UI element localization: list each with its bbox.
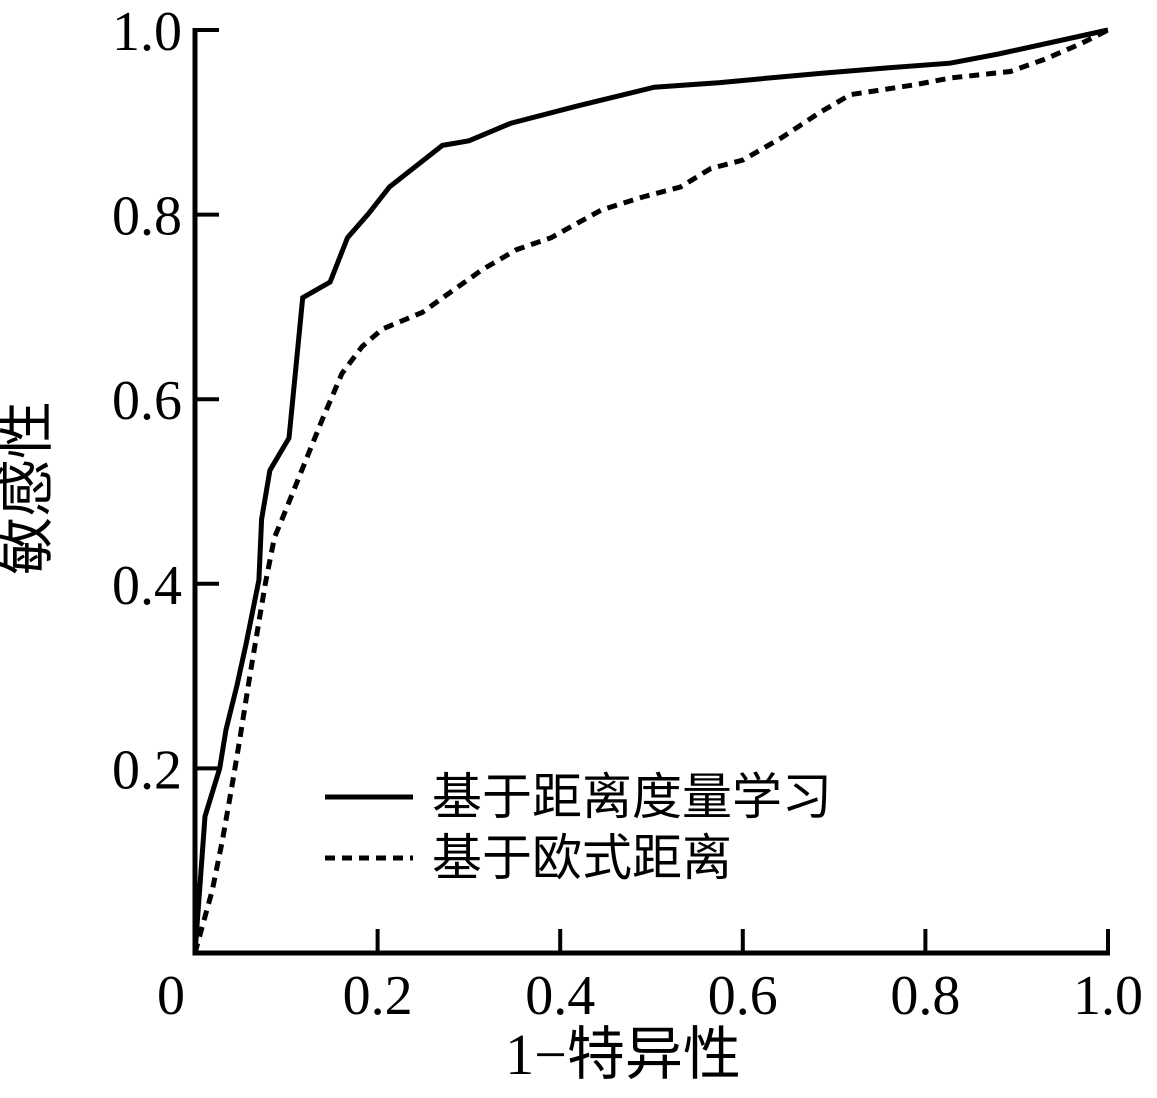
- x-tick-label: 0: [157, 965, 185, 1027]
- x-tick-label: 1.0: [1073, 965, 1143, 1027]
- x-tick-label: 0.8: [890, 965, 960, 1027]
- axes: [192, 28, 1110, 956]
- x-tick-label: 0.6: [708, 965, 778, 1027]
- y-tick-label: 0.2: [112, 739, 182, 801]
- x-tick-label: 0.2: [343, 965, 413, 1027]
- y-tick-label: 0.8: [112, 186, 182, 248]
- y-axis-title: 敏感性: [0, 401, 59, 575]
- x-axis-ticks: 0 0.2 0.4 0.6 0.8 1.0: [157, 929, 1143, 1027]
- y-axis-ticks: 0.2 0.4 0.6 0.8 1.0: [112, 1, 219, 801]
- y-tick-label: 0.4: [112, 555, 182, 617]
- legend: 基于距离度量学习 基于欧式距离: [325, 769, 832, 886]
- y-tick-label: 1.0: [112, 1, 182, 63]
- series-line-dashed: [192, 27, 1110, 954]
- x-axis-title: 1−特异性: [505, 1022, 741, 1087]
- data-series: [192, 27, 1110, 954]
- legend-label-metric-learning: 基于距离度量学习: [432, 769, 832, 825]
- legend-label-euclidean: 基于欧式距离: [432, 830, 732, 886]
- series-line-solid: [192, 27, 1109, 954]
- y-tick-label: 0.6: [112, 370, 182, 432]
- x-tick-label: 0.4: [525, 965, 595, 1027]
